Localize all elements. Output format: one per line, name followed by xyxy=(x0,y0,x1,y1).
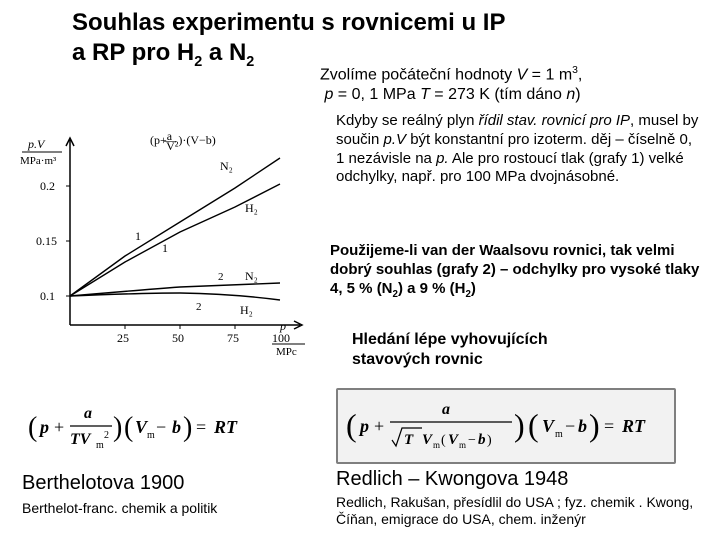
title-line2b: a N xyxy=(202,39,246,66)
berthelot-equation: ( p + a TV m 2 ) ( V m − b ) = RT xyxy=(28,398,298,458)
svg-text:m: m xyxy=(555,429,563,440)
svg-text:RT: RT xyxy=(621,416,646,436)
search-l1: Hledání lépe vyhovujících xyxy=(352,331,548,348)
exp2-b: ) a 9 % (H xyxy=(398,280,466,297)
svg-text:): ) xyxy=(514,407,525,443)
svg-text:a: a xyxy=(84,405,92,422)
svg-text:b: b xyxy=(478,432,486,448)
cond-l2b: = 0, 1 MPa xyxy=(333,86,420,103)
cond-eq1: = 1 m xyxy=(527,66,572,83)
svg-text:m: m xyxy=(96,440,104,451)
xtick-50: 50 xyxy=(172,331,184,345)
slide: Souhlas experimentu s rovnicemi u IP a R… xyxy=(0,0,720,540)
cond-pre: Zvolíme počáteční hodnoty xyxy=(320,66,517,83)
xtick-25: 25 xyxy=(117,331,129,345)
x-label-bottom: MPc xyxy=(276,346,297,355)
cond-n: n xyxy=(566,86,575,103)
curve-h2-2 xyxy=(70,293,280,300)
chart-svg: p.V MPa·m³ 0.2 0.15 0.1 25 50 75 100 p M… xyxy=(20,130,310,355)
svg-text:=: = xyxy=(604,416,614,436)
svg-text:+: + xyxy=(374,416,384,436)
cond-l2c: = 273 K (tím dáno xyxy=(430,86,567,103)
xtick-100: 100 xyxy=(272,331,290,345)
exp1-it2: p.V xyxy=(384,131,407,148)
exp1-p: p. xyxy=(436,150,449,167)
y-label-top: p.V xyxy=(27,137,46,151)
svg-text:(: ( xyxy=(28,412,37,443)
initial-conditions: Zvolíme počáteční hodnoty V = 1 m3, p = … xyxy=(320,64,700,105)
y-label-bottom: MPa·m³ xyxy=(20,155,57,167)
svg-text:TV: TV xyxy=(70,431,92,448)
svg-text:(: ( xyxy=(528,407,539,443)
title-line2a: a RP pro H xyxy=(72,39,194,66)
cond-comma: , xyxy=(578,66,582,83)
xtick-75: 75 xyxy=(227,331,239,345)
svg-text:H₂: H₂ xyxy=(240,303,253,317)
svg-text:b: b xyxy=(578,416,587,436)
svg-text:N₂: N₂ xyxy=(220,159,233,173)
cond-T: T xyxy=(420,86,430,103)
search-better-eos: Hledání lépe vyhovujících stavových rovn… xyxy=(352,330,548,370)
berthelot-eq-svg: ( p + a TV m 2 ) ( V m − b ) = RT xyxy=(28,398,298,458)
ytick-01: 0.1 xyxy=(40,289,55,303)
exp2-c: ) xyxy=(471,280,476,297)
svg-text:N₂: N₂ xyxy=(245,269,258,283)
svg-text:2: 2 xyxy=(196,301,202,313)
svg-text:+: + xyxy=(54,417,64,437)
title-sub2: 2 xyxy=(246,54,254,70)
redlich-kwong-subtitle: Redlich, Rakušan, přesídlil do USA ; fyz… xyxy=(336,494,704,528)
cond-V: V xyxy=(517,66,528,83)
chart-inset: (p+a—V²)·(V−b) xyxy=(150,130,216,153)
explanation-ideal-gas: Kdyby se reálný plyn řídil stav. rovnicí… xyxy=(336,112,700,187)
svg-text:m: m xyxy=(147,430,155,441)
svg-text:p: p xyxy=(358,416,369,436)
svg-text:1: 1 xyxy=(162,241,168,255)
svg-text:−: − xyxy=(468,433,476,448)
ytick-02: 0.2 xyxy=(40,179,55,193)
svg-text:): ) xyxy=(183,412,192,443)
slide-title: Souhlas experimentu s rovnicemi u IP a R… xyxy=(16,8,704,71)
svg-text:p: p xyxy=(279,319,286,333)
svg-text:): ) xyxy=(487,433,492,448)
redlich-kwong-title: Redlich – Kwongova 1948 xyxy=(336,468,568,491)
ytick-015: 0.15 xyxy=(36,234,57,248)
exp1-a: Kdyby se reálný plyn xyxy=(336,112,479,129)
svg-text:2: 2 xyxy=(218,271,224,283)
svg-text:T: T xyxy=(404,432,414,448)
svg-text:2: 2 xyxy=(104,430,109,441)
berthelot-subtitle: Berthelot-franc. chemik a politik xyxy=(22,500,217,516)
svg-text:=: = xyxy=(196,417,206,437)
rk-eq-svg: ( p + a T V m ( V m − b ) ) ( V m − b ) … xyxy=(344,394,670,458)
explanation-vdw: Použijeme-li van der Waalsovu rovnici, t… xyxy=(330,242,700,301)
svg-text:RT: RT xyxy=(213,417,238,437)
svg-text:p: p xyxy=(38,417,49,437)
svg-text:a: a xyxy=(442,401,450,418)
svg-text:1: 1 xyxy=(135,229,141,243)
svg-text:m: m xyxy=(459,440,466,450)
svg-text:): ) xyxy=(113,412,122,443)
svg-text:m: m xyxy=(433,440,440,450)
svg-text:(: ( xyxy=(346,407,357,443)
svg-text:b: b xyxy=(172,417,181,437)
cond-l2d: ) xyxy=(575,86,580,103)
svg-text:(: ( xyxy=(441,433,446,448)
pv-chart: p.V MPa·m³ 0.2 0.15 0.1 25 50 75 100 p M… xyxy=(20,130,310,355)
svg-text:−: − xyxy=(565,416,575,436)
title-line1: Souhlas experimentu s rovnicemi u IP xyxy=(72,9,505,36)
search-l2: stavových rovnic xyxy=(352,351,483,368)
exp2-a: Použijeme-li van der Waalsovu rovnici, t… xyxy=(330,242,699,297)
svg-text:−: − xyxy=(156,417,166,437)
exp1-it1: řídil stav. rovnicí pro IP xyxy=(479,112,630,129)
svg-text:): ) xyxy=(589,407,600,443)
berthelot-title: Berthelotova 1900 xyxy=(22,472,184,495)
redlich-kwong-equation: ( p + a T V m ( V m − b ) ) ( V m − b ) … xyxy=(336,388,676,464)
svg-text:V: V xyxy=(542,416,556,436)
svg-text:H₂: H₂ xyxy=(245,201,258,215)
svg-text:(: ( xyxy=(124,412,133,443)
